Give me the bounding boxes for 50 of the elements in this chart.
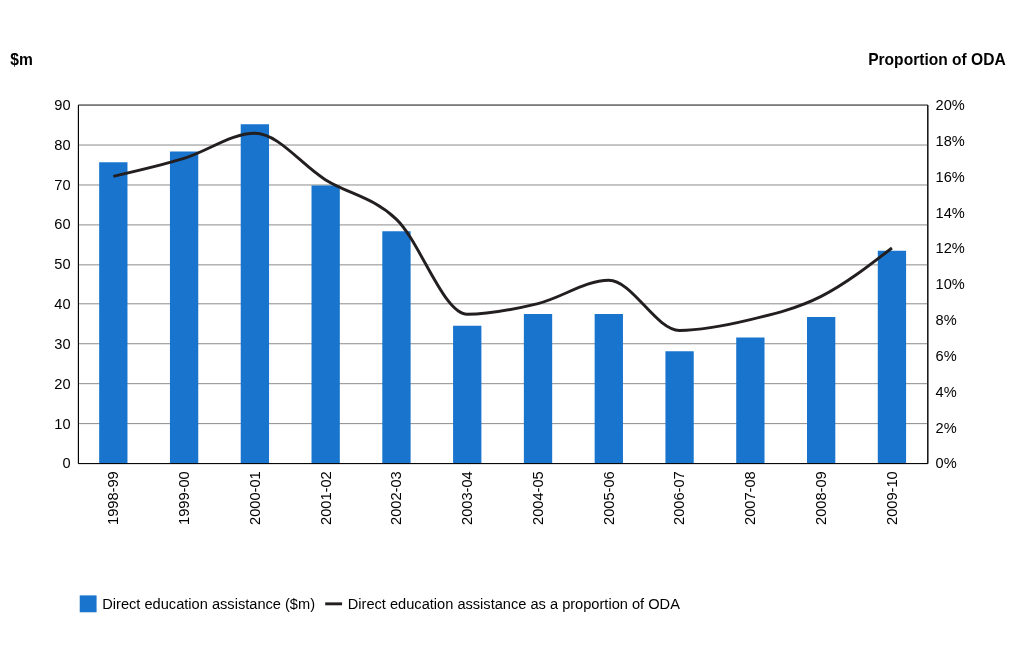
y2-tick-label: 18%	[935, 132, 965, 149]
y2-tick-label: 0%	[935, 455, 957, 472]
y2-tick-label: 6%	[935, 347, 957, 364]
legend-label: Direct education assistance ($m)	[102, 595, 316, 612]
y-tick-label: 90	[54, 96, 71, 113]
y-tick-label: 70	[54, 176, 71, 193]
x-tick-label: 1999-00	[175, 471, 192, 525]
y2-tick-label: 10%	[935, 276, 965, 293]
bar	[99, 162, 128, 464]
y-tick-label: 30	[54, 335, 71, 352]
bar	[877, 250, 907, 464]
y-tick-label: 60	[54, 216, 71, 233]
line-series	[111, 131, 894, 332]
bar	[382, 231, 411, 464]
y-tick-label: 80	[54, 136, 71, 153]
y2-tick-label: 14%	[935, 204, 965, 221]
y2-tick-label: 12%	[935, 240, 965, 257]
bar	[594, 314, 623, 464]
x-tick-label: 2004-05	[529, 471, 546, 525]
x-tick-label: 2007-08	[742, 471, 759, 525]
legend-label: Direct education assistance as a proportion of ODA	[347, 595, 681, 612]
y-tick-label: 0	[62, 455, 71, 472]
y2-tick-label: 2%	[935, 419, 957, 436]
y2-tick-label: 8%	[935, 312, 957, 329]
x-tick-label: 2002-03	[388, 471, 405, 525]
bar	[311, 185, 340, 464]
x-tick-label: 2000-01	[246, 471, 263, 525]
x-tick-label: 2006-07	[671, 471, 688, 525]
x-tick-label: 2003-04	[459, 471, 476, 525]
bar	[807, 316, 836, 464]
y-tick-label: 40	[54, 296, 71, 313]
x-tick-label: 2005-06	[600, 471, 617, 525]
bar	[453, 325, 482, 464]
y2-tick-label: 20%	[935, 96, 965, 113]
x-tick-label: 1998-99	[105, 471, 122, 525]
y2-axis-title: Proportion of ODA	[868, 51, 1006, 69]
x-tick-label: 2009-10	[883, 471, 900, 525]
bar	[736, 337, 765, 464]
y-tick-label: 50	[54, 256, 71, 273]
x-tick-label: 2001-02	[317, 471, 334, 525]
bar	[665, 351, 694, 464]
bar	[240, 124, 270, 464]
y-tick-label: 20	[54, 375, 71, 392]
y2-tick-label: 4%	[935, 383, 957, 400]
bar	[523, 314, 553, 464]
bar	[169, 151, 199, 464]
x-tick-label: 2008-09	[813, 471, 830, 525]
y-axis-title: $m	[10, 51, 33, 69]
y2-tick-label: 16%	[935, 168, 965, 185]
y-tick-label: 10	[54, 415, 71, 432]
